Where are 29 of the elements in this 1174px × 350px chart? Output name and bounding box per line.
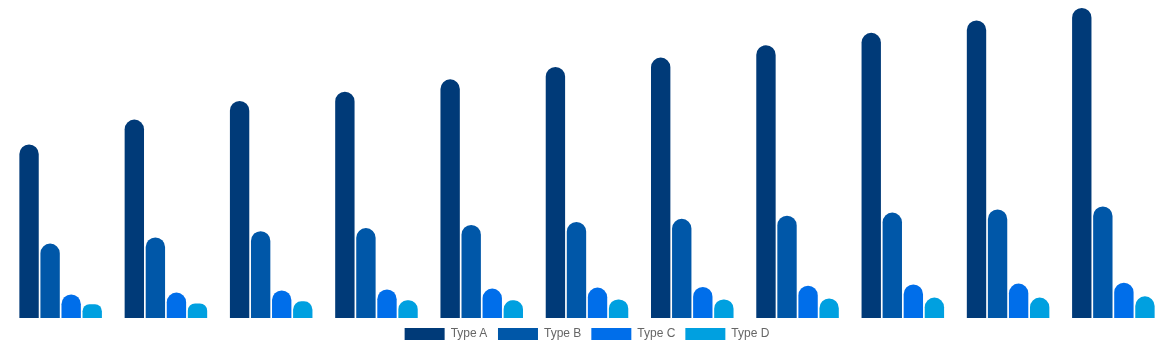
bar <box>250 231 271 318</box>
bar <box>672 218 692 318</box>
legend-label: Type D <box>731 326 770 341</box>
bar <box>651 57 671 318</box>
bar <box>777 215 797 318</box>
bar <box>335 91 355 318</box>
bar <box>882 212 902 318</box>
legend-label: Type A <box>450 326 488 341</box>
bar <box>861 32 881 318</box>
bar <box>229 101 250 318</box>
bar <box>440 79 460 318</box>
bar <box>1114 282 1134 318</box>
bar <box>966 20 987 318</box>
legend-label: Type C <box>637 326 676 341</box>
bar <box>1072 8 1092 318</box>
bar <box>1008 283 1029 318</box>
bar <box>987 209 1008 318</box>
bar <box>545 66 566 318</box>
bar <box>124 119 145 318</box>
bar <box>145 237 166 318</box>
bar <box>19 144 39 318</box>
bar <box>461 225 481 318</box>
bar <box>1093 206 1113 318</box>
bar <box>40 243 60 318</box>
bar <box>566 221 587 318</box>
bar <box>756 45 776 318</box>
bar <box>903 284 924 318</box>
legend-label: Type B <box>543 326 582 341</box>
bar <box>356 228 376 318</box>
